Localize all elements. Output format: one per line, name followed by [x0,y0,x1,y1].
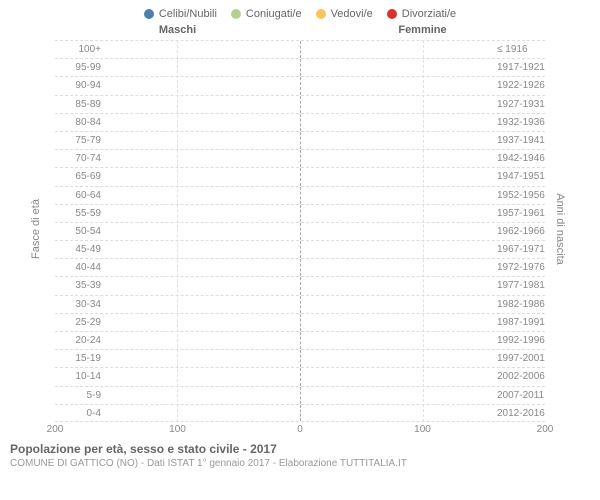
female-half [301,368,546,385]
male-half [55,168,301,185]
y-axis-label-left: Fasce di età [30,199,42,259]
age-row: 70-741942-1946 [55,149,545,167]
male-half [55,314,301,331]
age-row: 100+≤ 1916 [55,40,545,58]
female-half [301,168,546,185]
legend-item: Divorziati/e [387,8,456,20]
female-half [301,350,546,367]
age-row: 80-841932-1936 [55,113,545,131]
age-row: 30-341982-1986 [55,295,545,313]
y-axis-label-right: Anni di nascita [554,193,566,265]
female-half [301,277,546,294]
age-row: 0-42012-2016 [55,404,545,422]
female-half [301,114,546,131]
pyramid-chart: Fasce di età Anni di nascita 100+≤ 19169… [0,36,600,422]
female-half [301,223,546,240]
male-half [55,59,301,76]
age-row: 65-691947-1951 [55,167,545,185]
male-half [55,277,301,294]
x-tick: 200 [537,424,554,435]
female-half [301,59,546,76]
female-half [301,296,546,313]
legend-swatch [144,9,154,19]
age-row: 25-291987-1991 [55,313,545,331]
male-half [55,350,301,367]
male-half [55,187,301,204]
female-half [301,96,546,113]
chart-title: Popolazione per età, sesso e stato civil… [10,442,590,456]
age-row: 40-441972-1976 [55,258,545,276]
male-half [55,223,301,240]
age-row: 75-791937-1941 [55,131,545,149]
female-half [301,405,546,421]
legend-item: Vedovi/e [316,8,373,20]
female-half [301,132,546,149]
male-half [55,96,301,113]
age-row: 50-541962-1966 [55,222,545,240]
male-half [55,41,301,58]
male-half [55,150,301,167]
x-axis: 2001000 100200 [0,422,600,436]
female-half [301,150,546,167]
age-row: 45-491967-1971 [55,240,545,258]
age-row: 35-391977-1981 [55,276,545,294]
age-row: 15-191997-2001 [55,349,545,367]
legend-item: Coniugati/e [231,8,302,20]
header-female: Femmine [300,24,545,36]
age-row: 60-641952-1956 [55,186,545,204]
x-tick: 100 [414,424,431,435]
male-half [55,132,301,149]
chart-footer: Popolazione per età, sesso e stato civil… [0,436,600,469]
male-half [55,405,301,421]
male-half [55,241,301,258]
male-half [55,296,301,313]
female-half [301,241,546,258]
chart-rows: 100+≤ 191695-991917-192190-941922-192685… [55,40,545,422]
male-half [55,259,301,276]
legend-label: Celibi/Nubili [159,8,217,20]
female-half [301,187,546,204]
age-row: 20-241992-1996 [55,331,545,349]
legend: Celibi/Nubili Coniugati/e Vedovi/e Divorzia… [0,0,600,24]
female-half [301,314,546,331]
male-half [55,368,301,385]
male-half [55,332,301,349]
x-tick: 100 [169,424,186,435]
age-row: 90-941922-1926 [55,76,545,94]
legend-swatch [387,9,397,19]
female-half [301,205,546,222]
male-half [55,387,301,404]
age-row: 10-142002-2006 [55,367,545,385]
age-row: 5-92007-2011 [55,386,545,404]
age-row: 95-991917-1921 [55,58,545,76]
legend-label: Divorziati/e [402,8,456,20]
female-half [301,41,546,58]
legend-item: Celibi/Nubili [144,8,217,20]
column-headers: Maschi Femmine [0,24,600,36]
legend-label: Vedovi/e [331,8,373,20]
female-half [301,77,546,94]
legend-label: Coniugati/e [246,8,302,20]
male-half [55,114,301,131]
chart-subtitle: COMUNE DI GATTICO (NO) - Dati ISTAT 1° g… [10,458,590,469]
female-half [301,259,546,276]
female-half [301,387,546,404]
male-half [55,77,301,94]
male-half [55,205,301,222]
legend-swatch [316,9,326,19]
female-half [301,332,546,349]
age-row: 85-891927-1931 [55,95,545,113]
age-row: 55-591957-1961 [55,204,545,222]
legend-swatch [231,9,241,19]
x-tick: 200 [47,424,64,435]
header-male: Maschi [55,24,300,36]
